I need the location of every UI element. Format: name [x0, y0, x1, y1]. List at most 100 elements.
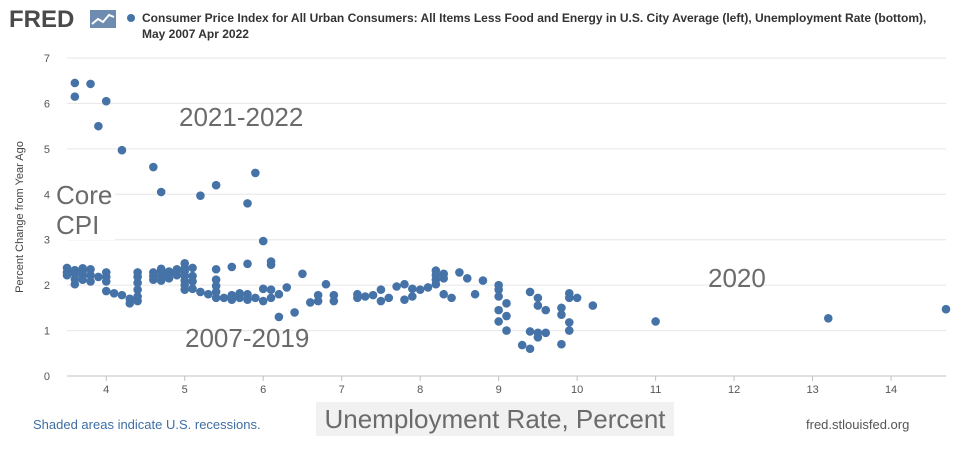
- data-point: [415, 285, 425, 294]
- data-point: [408, 292, 417, 301]
- data-point: [133, 292, 142, 301]
- data-point: [494, 280, 503, 290]
- data-point: [400, 295, 409, 304]
- y-tick-label: 6: [44, 98, 50, 110]
- data-point: [243, 259, 252, 269]
- data-point: [86, 79, 95, 89]
- annotation-2021-2022: 2021-2022: [179, 102, 304, 132]
- data-point: [101, 277, 111, 286]
- data-point: [86, 277, 95, 286]
- data-point: [133, 285, 142, 294]
- data-point: [376, 285, 386, 294]
- data-point: [117, 290, 127, 300]
- data-point: [321, 279, 331, 289]
- data-point: [172, 270, 182, 280]
- data-point: [149, 162, 158, 172]
- data-point: [109, 289, 119, 298]
- data-point: [494, 305, 503, 315]
- data-point: [439, 269, 449, 279]
- data-point: [525, 287, 535, 297]
- x-tick-label: 14: [885, 384, 897, 396]
- data-point: [588, 301, 598, 310]
- data-point: [133, 278, 142, 288]
- data-point: [156, 264, 166, 274]
- data-point: [572, 293, 582, 303]
- data-point: [219, 293, 229, 303]
- data-point: [211, 180, 221, 190]
- data-point: [525, 344, 535, 354]
- data-point: [180, 264, 190, 273]
- data-point: [258, 284, 268, 294]
- data-point: [557, 339, 566, 349]
- data-point: [494, 292, 503, 301]
- data-point: [541, 328, 551, 338]
- data-point: [172, 264, 182, 274]
- data-point: [94, 121, 103, 131]
- data-point: [235, 289, 244, 298]
- data-point: [274, 289, 284, 299]
- y-tick-label: 1: [44, 326, 50, 338]
- data-point: [941, 304, 951, 314]
- data-point: [564, 289, 574, 298]
- data-point: [243, 289, 252, 299]
- data-point: [70, 78, 80, 88]
- data-point: [86, 270, 95, 280]
- data-point: [353, 289, 362, 299]
- data-point: [164, 267, 174, 276]
- data-point: [266, 293, 276, 303]
- data-point: [823, 314, 833, 323]
- data-point: [290, 308, 299, 317]
- data-point: [62, 270, 72, 280]
- data-point: [470, 289, 480, 299]
- data-point: [533, 293, 543, 303]
- data-point: [305, 298, 315, 307]
- x-tick-label: 9: [496, 384, 502, 396]
- data-point: [439, 289, 449, 299]
- fred-graph-icon: [90, 10, 116, 28]
- data-point: [78, 275, 87, 284]
- data-point: [251, 168, 260, 178]
- x-tick-label: 5: [182, 384, 188, 396]
- data-point: [266, 260, 276, 270]
- data-point: [188, 263, 197, 273]
- data-point: [211, 264, 221, 274]
- data-point: [251, 293, 260, 303]
- data-point: [70, 92, 80, 101]
- data-point: [94, 272, 103, 282]
- x-tick-label: 6: [260, 384, 266, 396]
- source-link[interactable]: fred.stlouisfed.org: [806, 417, 910, 432]
- data-point: [188, 284, 197, 294]
- data-point: [298, 269, 307, 279]
- annotation-2020: 2020: [708, 263, 766, 293]
- data-point: [101, 286, 111, 296]
- data-point: [211, 281, 221, 291]
- data-point: [282, 283, 292, 292]
- legend-label: Consumer Price Index for All Urban Consu…: [142, 11, 927, 41]
- y-tick-label: 4: [44, 189, 50, 201]
- data-point: [203, 289, 213, 299]
- data-point: [525, 327, 535, 336]
- data-point: [313, 296, 323, 306]
- data-point: [360, 292, 370, 301]
- data-point: [258, 236, 268, 246]
- annotation-core-cpi-line2: CPI: [56, 210, 100, 240]
- chart-header: FRED Consumer Price Index for All Urban …: [0, 0, 968, 52]
- data-point: [329, 296, 339, 306]
- data-point: [431, 266, 441, 275]
- data-point: [376, 296, 386, 306]
- data-point: [196, 191, 205, 200]
- data-point: [156, 187, 166, 197]
- x-tick-label: 11: [650, 384, 661, 396]
- annotation-core-cpi: Core CPI: [54, 180, 116, 240]
- x-axis-title: Unemployment Rate, Percent: [316, 402, 674, 436]
- annotation-core-cpi-line1: Core: [56, 180, 113, 210]
- y-tick-label: 5: [44, 144, 50, 156]
- fred-logo[interactable]: FRED: [9, 6, 75, 33]
- y-tick-label: 3: [44, 235, 50, 247]
- y-tick-label: 2: [44, 280, 50, 292]
- data-point: [125, 299, 135, 308]
- data-point: [243, 199, 252, 208]
- y-tick-label: 7: [44, 53, 50, 65]
- data-point: [117, 145, 127, 155]
- data-point: [266, 285, 276, 294]
